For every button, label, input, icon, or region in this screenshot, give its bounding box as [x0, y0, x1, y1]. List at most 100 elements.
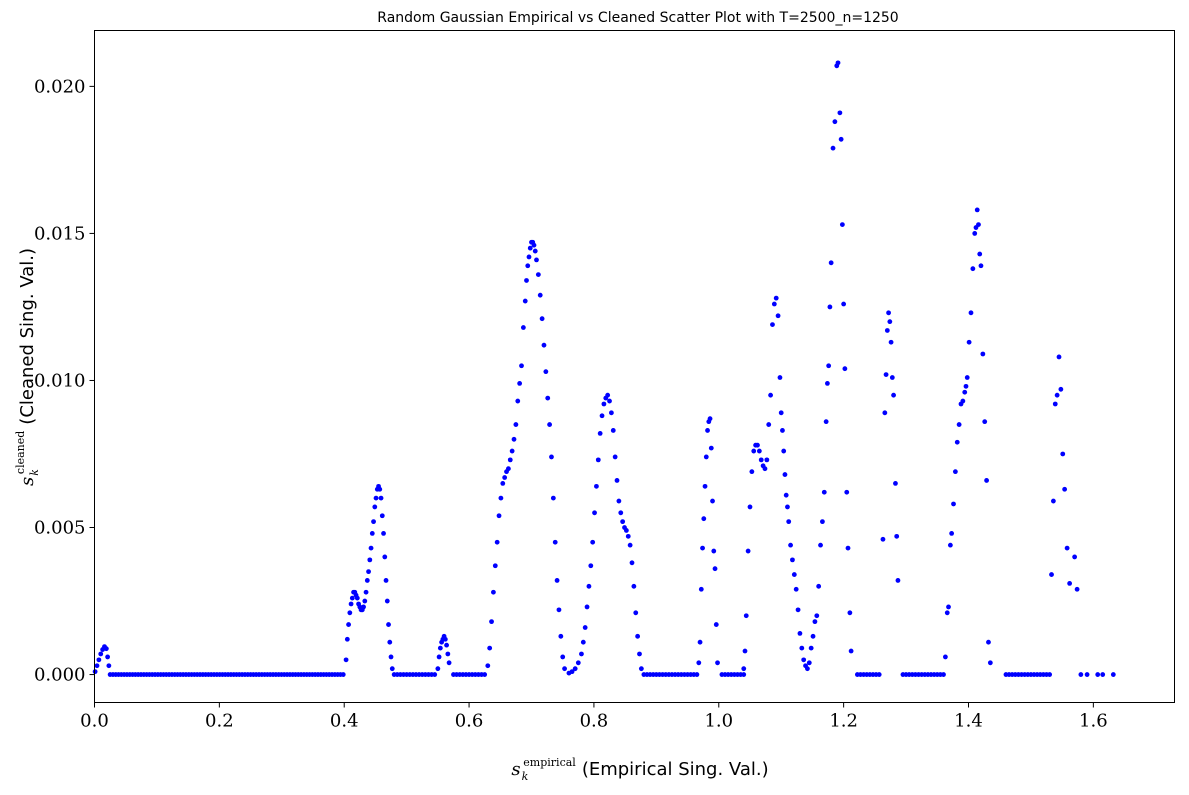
data-point [378, 495, 384, 501]
data-point [560, 654, 566, 660]
data-point [346, 622, 351, 627]
y-axis-label: skcleaned (Cleaned Sing. Val.) [14, 248, 41, 486]
data-point [372, 504, 378, 510]
data-point [801, 657, 807, 663]
data-point [590, 539, 596, 545]
data-point [361, 604, 366, 610]
data-point [835, 60, 841, 66]
data-point [882, 410, 888, 416]
data-point [842, 366, 848, 372]
y-tick-label: 0.005 [34, 518, 86, 539]
data-point [520, 325, 526, 330]
data-point [362, 598, 368, 604]
data-point [780, 428, 785, 433]
data-point [749, 469, 755, 475]
x-axis-text: (Empirical Sing. Val.) [582, 759, 769, 780]
data-point [586, 583, 592, 589]
data-point [373, 495, 379, 501]
data-point [597, 431, 603, 436]
y-axis-symbol: s [17, 477, 38, 486]
data-point [500, 481, 506, 486]
data-point [828, 260, 834, 266]
data-point [381, 531, 386, 536]
data-point [515, 398, 521, 404]
data-point [758, 457, 764, 463]
data-point [607, 398, 612, 404]
data-point [343, 657, 349, 663]
data-point [569, 669, 575, 675]
data-point [793, 586, 799, 592]
data-point [883, 372, 889, 377]
data-point [947, 542, 953, 548]
data-point [103, 646, 109, 652]
data-point [747, 504, 753, 510]
y-tick-label: 0.010 [34, 370, 86, 391]
data-point [771, 301, 777, 307]
data-point [432, 672, 438, 677]
data-point [1095, 672, 1101, 677]
data-point [588, 563, 594, 569]
data-point [790, 557, 795, 563]
data-point [344, 636, 350, 642]
data-point [525, 263, 531, 269]
data-point [442, 636, 448, 642]
data-point [637, 651, 642, 657]
data-point [951, 501, 956, 507]
data-point [367, 557, 373, 563]
data-point [579, 651, 584, 657]
data-point [1072, 554, 1078, 560]
x-axis-ticks: 0.0 0.2 0.4 0.6 0.8 1.0 1.2 1.4 1.6 [80, 702, 1108, 732]
data-point [946, 604, 951, 610]
y-axis-superscript: cleaned [14, 431, 27, 474]
data-point [894, 533, 900, 539]
data-point [1056, 354, 1062, 360]
data-point [795, 607, 801, 613]
data-point [534, 257, 539, 263]
data-point [582, 625, 588, 630]
data-point [524, 278, 529, 283]
data-point [513, 422, 519, 427]
data-point [1058, 386, 1064, 392]
data-point [741, 666, 747, 672]
data-point [96, 657, 102, 663]
data-point [1084, 672, 1090, 677]
data-point [987, 660, 993, 666]
data-point [984, 478, 989, 483]
data-point [756, 448, 762, 454]
data-point [1110, 672, 1116, 677]
data-point [389, 666, 395, 672]
data-point [978, 263, 984, 269]
data-point [962, 389, 968, 395]
data-point [616, 498, 622, 504]
data-point [384, 598, 390, 604]
data-point [838, 136, 844, 142]
x-axis-label: skempirical (Empirical Sing. Val.) [511, 756, 768, 783]
data-point [594, 483, 599, 489]
data-point [354, 595, 360, 601]
data-point [698, 586, 704, 592]
data-point [627, 542, 633, 548]
data-points [92, 60, 1116, 677]
x-tick-label: 1.6 [1079, 711, 1108, 732]
data-point [770, 322, 775, 327]
data-point [827, 304, 833, 310]
y-axis-ticks: 0.000 0.005 0.010 0.015 0.020 [34, 76, 95, 686]
data-point [541, 342, 547, 348]
data-point [712, 566, 718, 572]
data-point [492, 563, 498, 569]
data-point [812, 619, 818, 625]
data-point [743, 613, 749, 619]
data-point [446, 660, 452, 666]
data-point [964, 375, 970, 380]
data-point [954, 439, 960, 445]
data-point [511, 436, 517, 442]
data-point [1047, 672, 1053, 677]
data-point [697, 639, 703, 645]
data-point [364, 578, 370, 583]
x-tick-label: 1.0 [704, 711, 733, 732]
data-point [526, 254, 532, 260]
data-point [703, 454, 709, 460]
data-point [347, 610, 353, 616]
svg-text:skempirical(Empirical Sing. Va: skempirical (Empirical Sing. Val.) [511, 756, 768, 783]
data-point [532, 248, 538, 254]
